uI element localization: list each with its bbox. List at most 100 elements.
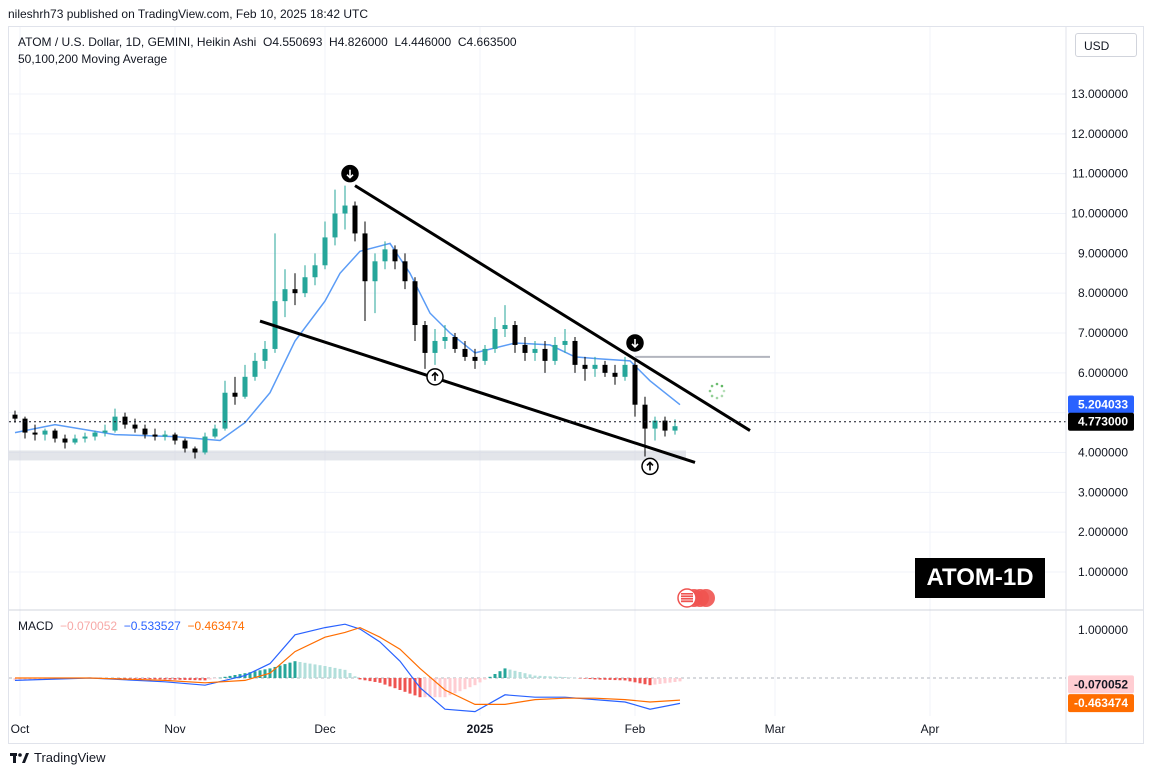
macd-histogram-bar	[573, 677, 577, 679]
attribution: nileshrh73 published on TradingView.com,…	[8, 7, 369, 21]
price-tick-label: 10.000000	[1071, 207, 1128, 221]
candle-body	[212, 428, 218, 437]
macd-histogram-bar	[528, 674, 532, 678]
macd-histogram-bar	[338, 668, 342, 678]
macd-histogram-bar	[473, 678, 477, 686]
macd-histogram-bar	[633, 678, 637, 683]
candle-body	[642, 404, 648, 429]
spinner-dot	[715, 396, 719, 400]
candle-body	[362, 233, 368, 282]
macd-histogram-bar	[678, 678, 682, 682]
last-price-badge-bg	[1068, 412, 1134, 431]
close-label: C	[457, 35, 467, 49]
symbol-legend: ATOM / U.S. Dollar, 1D, GEMINI, Heikin A…	[18, 35, 517, 49]
macd-histogram-bar	[568, 677, 572, 678]
macd-histogram-bar	[308, 663, 312, 678]
price-badges: 5.204033 4.773000 -0.070052 -0.463474	[1068, 395, 1134, 713]
spinner-dot	[708, 389, 712, 393]
candle-body	[292, 289, 298, 294]
open-value: 4.550693	[272, 35, 323, 49]
candle-body	[552, 344, 558, 361]
candle-body	[262, 348, 268, 361]
macd-histogram-bar	[343, 669, 347, 678]
macd-histogram-bar	[423, 678, 427, 698]
macd-histogram-bar	[493, 674, 497, 678]
time-tick-label: 2025	[467, 722, 494, 736]
low-label: L	[394, 35, 402, 49]
ma-price-badge: 5.204033	[1078, 398, 1128, 412]
currency-button[interactable]: USD	[1075, 33, 1137, 57]
arrow-up-icon	[431, 371, 439, 377]
macd-legend[interactable]: MACD −0.070052 −0.533527 −0.463474	[18, 619, 245, 633]
candle-body	[192, 448, 198, 453]
macd-histogram-bar	[123, 678, 127, 679]
macd-histogram-bar	[368, 678, 372, 682]
macd-histogram-bar	[293, 661, 297, 678]
macd-histogram-bar	[478, 678, 482, 683]
high-label: H	[329, 35, 338, 49]
price-tick-label: 4.000000	[1078, 445, 1128, 459]
spinner-dot	[715, 382, 719, 386]
macd-histogram-bar	[538, 675, 542, 678]
open-label: O	[262, 35, 273, 49]
macd-histogram-bar	[318, 665, 322, 678]
price-tick-label: 3.000000	[1078, 485, 1128, 499]
candle-body	[632, 364, 638, 405]
candle-body	[502, 325, 508, 330]
footer-brand[interactable]: TradingView	[10, 750, 106, 765]
candle-body	[72, 438, 78, 443]
macd-histogram-bar	[518, 672, 522, 678]
spinner-dot	[720, 384, 724, 388]
macd-histogram-bar	[328, 666, 332, 678]
macd-histogram-bar	[138, 678, 142, 679]
macd-histogram-bar	[178, 678, 182, 680]
macd-histogram-bar	[398, 678, 402, 690]
candle-body	[142, 428, 148, 435]
macd-histogram-bar	[628, 678, 632, 682]
candle-body	[202, 436, 208, 453]
macd-histogram-bar	[388, 678, 392, 687]
price-tick-label: 9.000000	[1078, 246, 1128, 260]
candle-body	[372, 261, 378, 282]
candle-body	[122, 416, 128, 425]
macd-histogram-bar	[18, 678, 22, 681]
candle-body	[12, 414, 18, 419]
tradingview-logo-icon	[10, 752, 29, 763]
time-tick-label: Dec	[314, 722, 335, 736]
macd-histogram-bar	[188, 678, 192, 681]
macd-histogram-bar	[653, 678, 657, 685]
candle-body	[132, 424, 138, 429]
candle-body	[322, 237, 328, 266]
time-tick-label: Mar	[765, 722, 786, 736]
macd-histogram-bar	[43, 678, 47, 680]
macd-histogram-bar	[578, 678, 582, 679]
candle-body	[592, 364, 598, 369]
macd-histogram-bar	[508, 669, 512, 678]
macd-histogram-bar	[303, 662, 307, 678]
candle-body	[472, 356, 478, 361]
macd-pane: 1.000000	[9, 623, 1128, 713]
macd-histogram-bar	[248, 672, 252, 678]
macd-histogram-bar	[283, 664, 287, 678]
candle-body	[182, 440, 188, 449]
time-tick-label: Feb	[625, 722, 646, 736]
macd-histogram-bar	[198, 678, 202, 681]
ma-legend[interactable]: 50,100,200 Moving Average	[18, 52, 168, 66]
macd-histogram-bar	[13, 678, 17, 681]
candle-body	[392, 249, 398, 262]
grid	[9, 27, 1066, 716]
macd-histogram-bar	[413, 678, 417, 696]
macd-histogram-bar	[273, 666, 277, 678]
macd-tick-label: 1.000000	[1078, 623, 1128, 637]
macd-histogram-bar	[448, 678, 452, 696]
time-tick-label: Apr	[921, 722, 940, 736]
macd-histogram-bar	[533, 675, 537, 678]
macd-histogram-bar	[48, 678, 52, 680]
candle-body	[52, 430, 58, 439]
macd-histogram-bar	[383, 678, 387, 685]
candle-body	[492, 329, 498, 349]
macd-histogram-bar	[408, 678, 412, 694]
macd-histogram-bar	[218, 677, 222, 679]
candle-body	[232, 392, 238, 397]
